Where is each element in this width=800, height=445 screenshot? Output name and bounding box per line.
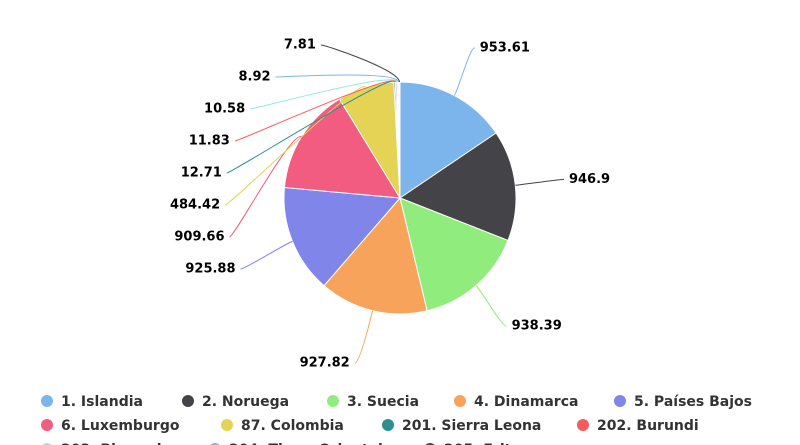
data-label: 953.61 <box>480 40 530 55</box>
pie-slice <box>398 132 517 242</box>
connector <box>234 80 397 142</box>
legend-symbol <box>382 419 394 431</box>
connector <box>275 74 400 83</box>
legend-label: 4. Dinamarca <box>474 394 578 410</box>
connector <box>320 44 401 83</box>
legend-item[interactable]: 6. Luxemburgo <box>41 418 180 434</box>
data-label: 11.83 <box>189 134 230 149</box>
legend-symbol <box>327 395 339 407</box>
legend-item[interactable]: 87. Colombia <box>221 418 344 434</box>
legend-label: 205. Eritrea <box>444 442 537 445</box>
legend-symbol <box>41 419 53 431</box>
legend-label: 204. Timor Oriental <box>229 442 383 445</box>
connector <box>354 310 374 364</box>
legend-label: 202. Burundi <box>597 418 699 434</box>
legend-item[interactable]: 2. Noruega <box>182 394 289 410</box>
data-label: 12.71 <box>181 166 222 181</box>
connector <box>515 178 564 186</box>
legend-item[interactable]: 5. Países Bajos <box>614 394 752 410</box>
legend-symbol <box>41 395 53 407</box>
data-label: 927.82 <box>300 356 350 371</box>
legend-symbol <box>221 419 233 431</box>
legend-item[interactable]: 201. Sierra Leona <box>382 418 541 434</box>
legend-label: 6. Luxemburgo <box>61 418 180 434</box>
legend-item[interactable]: 202. Burundi <box>577 418 699 434</box>
data-label: 8.92 <box>239 70 271 85</box>
pie-slice <box>399 197 509 312</box>
legend-label: 5. Países Bajos <box>634 394 752 410</box>
legend-symbol <box>614 395 626 407</box>
connector <box>453 47 476 96</box>
data-label: 909.66 <box>174 230 224 245</box>
data-label: 10.58 <box>204 102 245 117</box>
legend-label: 87. Colombia <box>241 418 344 434</box>
connector <box>226 80 396 174</box>
legend-label: 203. Birmania <box>61 442 171 445</box>
legend-label: 2. Noruega <box>202 394 289 410</box>
pie-slice <box>283 186 402 287</box>
data-label: 946.9 <box>569 172 610 187</box>
legend-item[interactable]: 3. Suecia <box>327 394 419 410</box>
legend-label: 1. Islandia <box>61 394 143 410</box>
pie-slice <box>399 81 497 199</box>
connector <box>475 285 507 327</box>
legend-label: 3. Suecia <box>347 394 419 410</box>
legend-symbol <box>182 395 194 407</box>
connector <box>224 86 367 206</box>
legend-item[interactable]: 4. Dinamarca <box>454 394 578 410</box>
data-label: 7.81 <box>284 38 316 53</box>
data-label: 925.88 <box>185 262 235 277</box>
legend-item[interactable]: 1. Islandia <box>41 394 143 410</box>
pie-slice <box>323 196 428 315</box>
connector <box>240 240 293 270</box>
legend-label: 201. Sierra Leona <box>402 418 541 434</box>
data-label: 484.42 <box>170 198 220 213</box>
connector <box>250 79 398 110</box>
connector <box>229 136 302 238</box>
pie-slice <box>398 81 401 199</box>
legend-symbol <box>454 395 466 407</box>
data-label: 938.39 <box>512 319 562 334</box>
legend-symbol <box>577 419 589 431</box>
